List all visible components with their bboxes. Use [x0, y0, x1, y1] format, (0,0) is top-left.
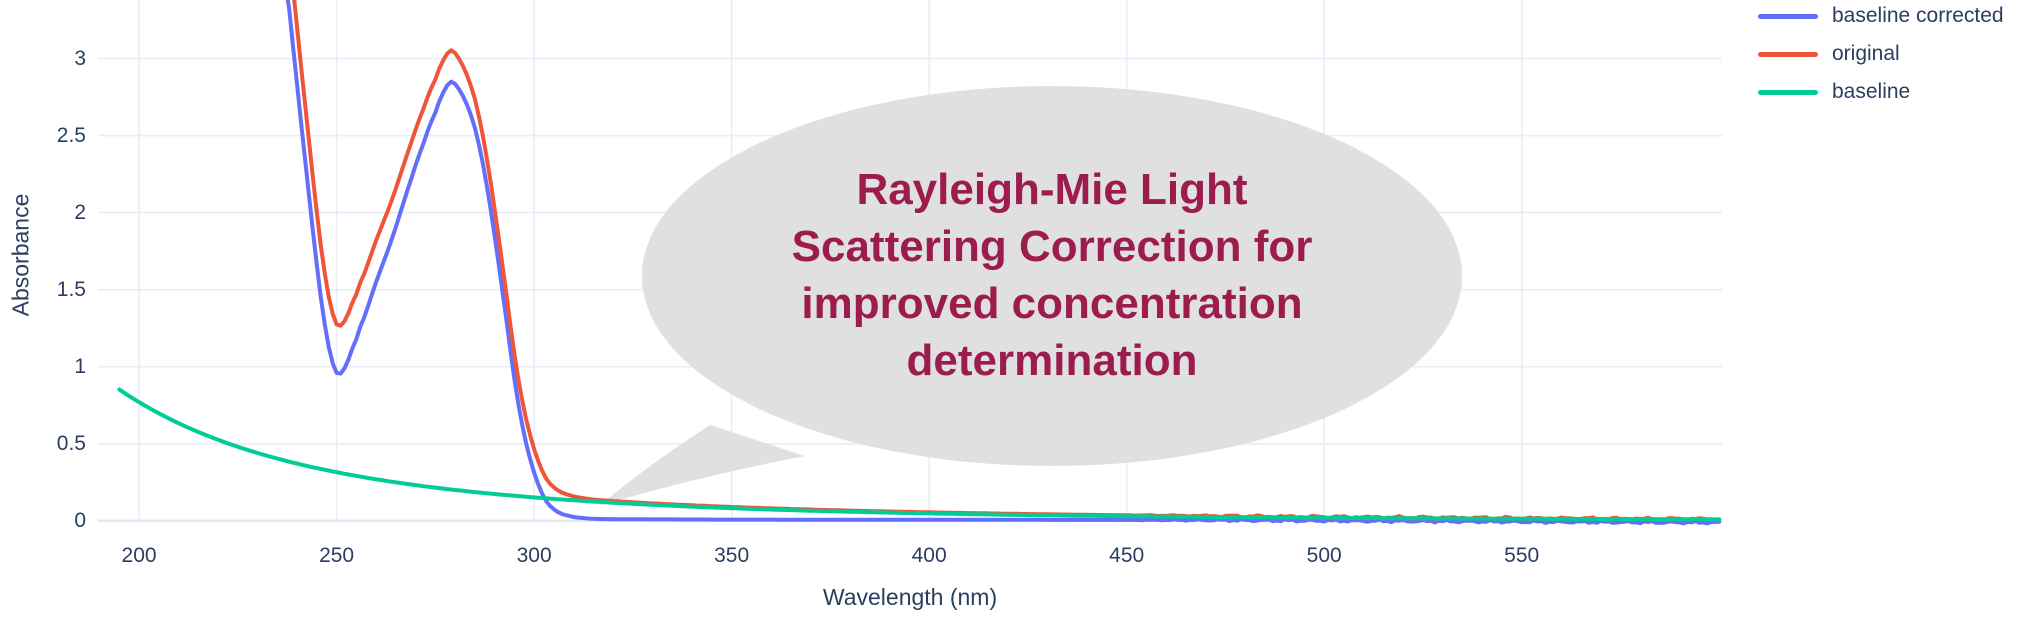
series-line-baseline[interactable]	[117, 387, 1722, 522]
series-line-baseline-corrected[interactable]	[119, 0, 1722, 526]
annotation-bubble-ellipse	[642, 86, 1462, 466]
x-axis-title: Wavelength (nm)	[822, 584, 998, 610]
legend-label: original	[1832, 42, 1900, 65]
y-tick-label: 0	[74, 508, 86, 532]
x-tick-label: 200	[121, 544, 157, 567]
legend-item-baseline[interactable]: baseline	[1758, 73, 2004, 111]
y-tick-label: 3	[74, 46, 86, 70]
y-tick-label: 2	[74, 200, 86, 224]
annotation-line: determination	[906, 336, 1198, 385]
x-tick-label: 250	[319, 544, 355, 567]
legend-label: baseline	[1832, 80, 1911, 103]
annotation-bubble-tail	[599, 425, 805, 506]
y-axis-title: Absorbance	[7, 193, 34, 317]
y-tick-label: 1.5	[56, 277, 86, 301]
annotation-line: Rayleigh-Mie Light	[856, 165, 1248, 214]
legend: baseline corrected original baseline	[1758, 0, 2004, 111]
annotation-line: Scattering Correction for	[791, 222, 1313, 271]
x-tick-label: 350	[714, 544, 750, 567]
x-tick-label: 400	[911, 544, 947, 567]
x-tick-label: 300	[516, 544, 552, 567]
y-tick-label: 2.5	[56, 123, 86, 147]
y-tick-label: 0.5	[56, 431, 86, 455]
annotation-bubble	[599, 86, 1462, 506]
x-tick-label: 550	[1504, 544, 1540, 567]
y-tick-label: 1	[74, 354, 86, 378]
legend-line-sample-green	[1758, 89, 1818, 95]
legend-line-sample-red	[1758, 51, 1818, 57]
legend-label: baseline corrected	[1832, 4, 2004, 27]
x-tick-label: 500	[1306, 544, 1342, 567]
legend-item-baseline-corrected[interactable]: baseline corrected	[1758, 0, 2004, 35]
legend-item-original[interactable]: original	[1758, 35, 2004, 73]
x-tick-label: 450	[1109, 544, 1145, 567]
annotation-bubble-text: Rayleigh-Mie Light Scattering Correction…	[692, 161, 1412, 389]
annotation-line: improved concentration	[801, 279, 1303, 328]
legend-line-sample-blue	[1758, 13, 1818, 19]
